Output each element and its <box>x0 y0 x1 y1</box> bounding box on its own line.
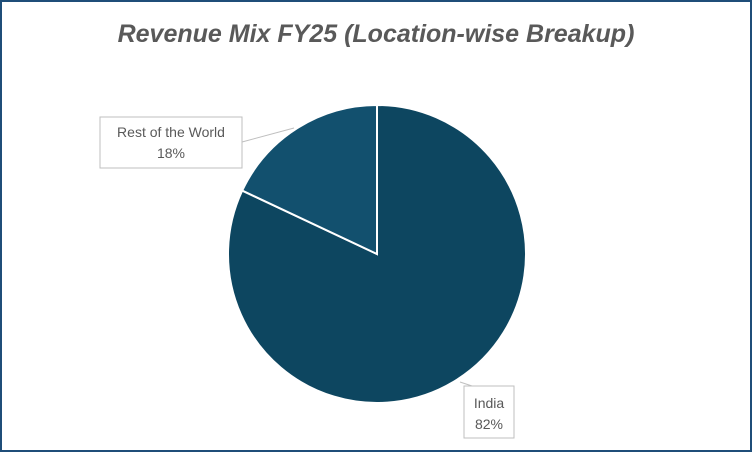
data-label-rest-of-world: Rest of the World 18% <box>99 116 243 169</box>
slice-label-india: India <box>474 395 505 411</box>
slice-label-rest-of-world: Rest of the World <box>117 124 225 140</box>
leader-line-rest-of-world <box>241 127 295 143</box>
leader-lines <box>241 127 473 387</box>
data-label-box-india <box>463 385 515 439</box>
pie-slices <box>227 103 527 404</box>
leader-line-india <box>459 381 473 387</box>
slice-percent-india: 82% <box>475 416 503 432</box>
slice-percent-rest-of-world: 18% <box>157 145 185 161</box>
data-label-india: India 82% <box>463 385 515 439</box>
chart-title: Revenue Mix FY25 (Location-wise Breakup) <box>117 20 635 48</box>
pie-slice-rest-of-world <box>240 103 378 256</box>
data-label-box-rest-of-world <box>99 116 243 169</box>
